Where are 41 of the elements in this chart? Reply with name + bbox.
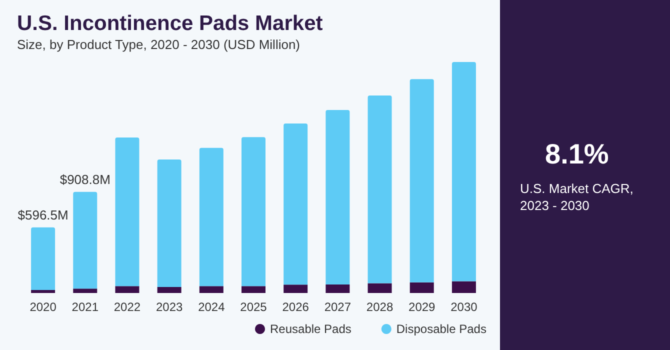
bar	[368, 283, 392, 293]
x-tick-label: 2020	[30, 300, 57, 314]
bar	[31, 290, 56, 293]
x-tick-label: 2028	[366, 300, 394, 314]
bar	[115, 138, 140, 286]
bar	[326, 284, 350, 293]
chart-title: U.S. Incontinence Pads Market	[17, 12, 323, 35]
bar	[284, 284, 308, 293]
bar	[410, 79, 434, 282]
text: 8.1%	[545, 138, 609, 170]
x-tick-label: 2030	[450, 300, 478, 314]
bar	[31, 227, 56, 290]
legend-label: Reusable Pads	[270, 322, 352, 336]
bar	[115, 286, 140, 293]
x-tick-label: 2022	[114, 300, 141, 314]
x-tick-label: 2025	[240, 300, 268, 314]
bar	[452, 281, 476, 293]
x-tick-label: 2021	[72, 300, 99, 314]
annotation: $596.5M	[18, 207, 68, 222]
bar	[284, 123, 308, 285]
bar	[199, 148, 224, 286]
bar	[410, 282, 434, 293]
bar	[242, 286, 266, 293]
bar	[242, 137, 266, 286]
bar	[326, 110, 350, 284]
annotation: $908.8M	[60, 172, 110, 187]
bar	[452, 62, 476, 282]
bar	[73, 192, 98, 289]
x-tick-label: 2029	[408, 300, 436, 314]
x-tick-label: 2027	[324, 300, 352, 314]
chart-subtitle: Size, by Product Type, 2020 - 2030 (USD Million)	[17, 37, 300, 52]
bar	[368, 95, 392, 284]
text: U.S. Market CAGR, 2023 - 2030	[520, 181, 638, 213]
bar	[157, 286, 182, 293]
x-tick-label: 2026	[282, 300, 310, 314]
bar	[73, 288, 98, 293]
legend-label: Disposable Pads	[396, 322, 486, 336]
bar	[157, 159, 182, 287]
bar	[199, 286, 224, 293]
x-tick-label: 2023	[156, 300, 183, 314]
x-tick-label: 2024	[198, 300, 226, 314]
